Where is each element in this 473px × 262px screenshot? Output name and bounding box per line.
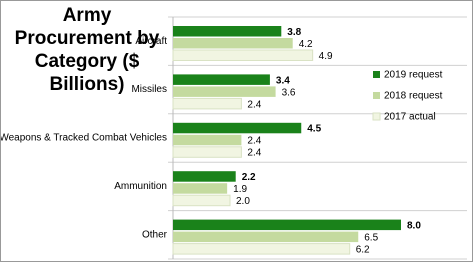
legend-swatch — [373, 71, 380, 78]
bar — [172, 243, 351, 255]
bar — [172, 97, 242, 110]
chart-title: Army Procurement by Category ($ Billions… — [14, 5, 160, 95]
value-label: 6.5 — [364, 232, 378, 243]
value-label: 2.4 — [247, 148, 261, 159]
bar — [173, 74, 270, 85]
value-label: 3.8 — [287, 27, 301, 38]
value-label: 1.9 — [233, 184, 247, 195]
value-label: 4.9 — [319, 51, 333, 62]
value-label: 2.2 — [242, 172, 256, 183]
bar — [173, 26, 282, 37]
y-tick-label: Missiles — [131, 84, 167, 95]
legend-label: 2018 request — [384, 91, 443, 102]
value-label: 2.4 — [247, 136, 261, 147]
value-label: 2.4 — [247, 99, 261, 110]
value-label: 8.0 — [407, 220, 421, 231]
bar — [173, 231, 359, 243]
bar — [173, 219, 401, 231]
y-tick-label: Aircraft — [135, 36, 167, 47]
legend-swatch — [372, 112, 381, 121]
value-label: 4.2 — [299, 39, 313, 50]
y-tick-label: Ammunition — [114, 181, 167, 192]
value-label: 3.4 — [276, 75, 290, 86]
bar — [173, 183, 228, 194]
legend-label: 2019 request — [384, 70, 443, 81]
value-label: 6.2 — [356, 244, 370, 255]
y-tick-label: Other — [142, 229, 168, 240]
bar — [173, 38, 293, 49]
legend-swatch — [373, 92, 380, 99]
bar — [173, 171, 236, 182]
bar — [172, 49, 314, 61]
value-label: 3.6 — [282, 87, 296, 98]
y-tick-label: Weapons & Tracked Combat Vehicles — [1, 133, 167, 144]
bar — [173, 122, 302, 134]
legend-label: 2017 actual — [384, 112, 436, 123]
bar — [172, 146, 242, 158]
bar — [173, 134, 242, 146]
bar — [173, 86, 276, 97]
value-label: 4.5 — [307, 124, 321, 135]
bar — [172, 194, 231, 207]
value-label: 2.0 — [236, 196, 250, 207]
